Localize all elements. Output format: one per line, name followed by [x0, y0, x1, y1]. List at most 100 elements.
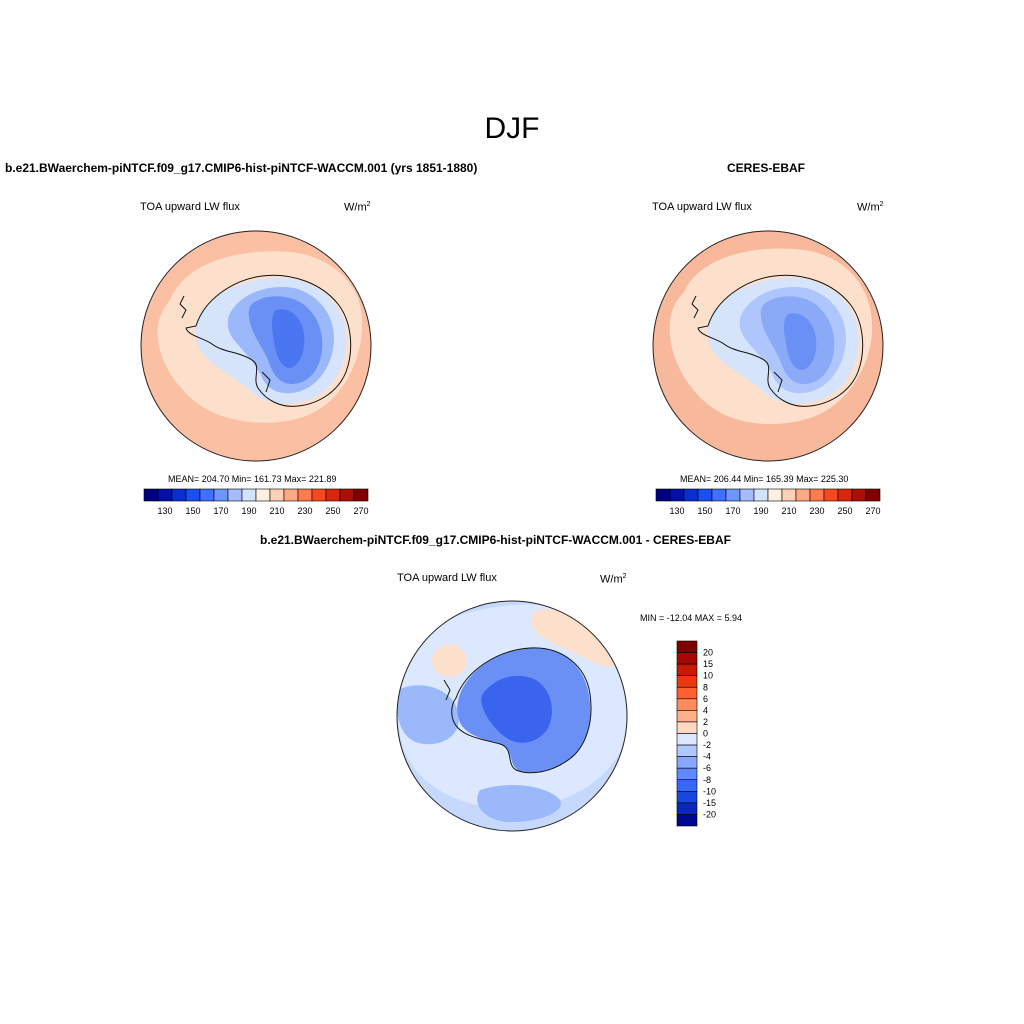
- colorbar-model-swatch: [353, 488, 369, 502]
- colorbar-obs-swatch: [795, 488, 811, 502]
- colorbar-obs-swatch: [669, 488, 685, 502]
- colorbar-obs-tick-label: 230: [809, 506, 824, 516]
- colorbar-diff-swatch: [676, 791, 698, 804]
- colorbar-model-swatch: [185, 488, 201, 502]
- colorbar-obs-swatch: [753, 488, 769, 502]
- colorbar-diff-tick-label: 10: [703, 671, 713, 681]
- colorbar-diff-tick-label: -2: [703, 740, 711, 750]
- colorbar-obs: 130 150 170 190 210 230 250 270: [655, 488, 881, 516]
- colorbar-diff-tick-label: -8: [703, 775, 711, 785]
- colorbar-model-swatch: [325, 488, 341, 502]
- colorbar-diff-swatch: [676, 802, 698, 815]
- panel-diff-units: W/m2: [600, 573, 627, 586]
- panel-diff-title: b.e21.BWaerchem-piNTCF.f09_g17.CMIP6-his…: [260, 533, 731, 547]
- map-model-boundary: [140, 230, 372, 462]
- colorbar-model-swatch: [311, 488, 327, 502]
- colorbar-obs-tick-label: 250: [837, 506, 852, 516]
- colorbar-obs-swatch: [781, 488, 797, 502]
- colorbar-diff-swatch: [676, 652, 698, 665]
- panel-obs-stats: MEAN= 206.44 Min= 165.39 Max= 225.30: [680, 474, 849, 484]
- colorbar-diff-tick-label: 15: [703, 659, 713, 669]
- map-diff-cool-patch-1: [397, 685, 459, 745]
- panel-diff-variable-label: TOA upward LW flux: [397, 572, 497, 584]
- colorbar-model-swatch: [241, 488, 257, 502]
- colorbar-diff-tick-label: 2: [703, 717, 708, 727]
- colorbar-obs-tick-label: 130: [669, 506, 684, 516]
- colorbar-obs-swatch: [767, 488, 783, 502]
- colorbar-obs-tick-label: 190: [753, 506, 768, 516]
- panel-model-variable-label: TOA upward LW flux: [140, 201, 240, 213]
- colorbar-diff-tick-label: 4: [703, 705, 708, 715]
- colorbar-model-tick-label: 170: [213, 506, 228, 516]
- map-diff-cool-patch-2: [477, 785, 561, 822]
- colorbar-model-swatch: [227, 488, 243, 502]
- colorbar-model-swatch: [339, 488, 355, 502]
- map-obs: [652, 230, 884, 462]
- map-obs-boundary: [652, 230, 884, 462]
- colorbar-diff-swatch: [676, 710, 698, 723]
- colorbar-diff-swatch: [676, 663, 698, 676]
- map-diff-warm-patch-2: [431, 644, 467, 677]
- map-diff-antarctica-core: [481, 675, 552, 743]
- colorbar-obs-swatch: [823, 488, 839, 502]
- colorbar-model-tick-label: 130: [157, 506, 172, 516]
- map-diff-boundary: [396, 600, 628, 832]
- colorbar-model-swatch: [283, 488, 299, 502]
- colorbar-model-swatch: [143, 488, 159, 502]
- colorbar-obs-tick-label: 270: [865, 506, 880, 516]
- colorbar-diff-tick-label: -10: [703, 786, 716, 796]
- colorbar-model: 130 150 170 190 210 230 250 270: [143, 488, 369, 516]
- panel-model-stats: MEAN= 204.70 Min= 161.73 Max= 221.89: [168, 474, 337, 484]
- colorbar-obs-swatch: [655, 488, 671, 502]
- colorbar-model-tick-label: 210: [269, 506, 284, 516]
- colorbar-diff-tick-label: -6: [703, 763, 711, 773]
- colorbar-diff-tick-label: 6: [703, 694, 708, 704]
- map-obs-coastline: [691, 274, 864, 407]
- colorbar-obs-swatch: [711, 488, 727, 502]
- colorbar-model-swatch: [171, 488, 187, 502]
- colorbar-diff-tick-label: -15: [703, 798, 716, 808]
- colorbar-diff-tick-label: -4: [703, 752, 711, 762]
- colorbar-diff-swatch: [676, 779, 698, 792]
- colorbar-diff-swatch: [676, 675, 698, 688]
- map-model-coastline: [179, 274, 352, 407]
- panel-obs-units: W/m2: [857, 201, 884, 214]
- colorbar-diff-swatch: [676, 686, 698, 700]
- map-model-interior-min: [272, 309, 305, 368]
- colorbar-model-swatch: [297, 488, 313, 502]
- colorbar-model-swatch: [269, 488, 285, 502]
- panel-obs-variable-label: TOA upward LW flux: [652, 201, 752, 213]
- colorbar-obs-swatch: [809, 488, 825, 502]
- colorbar-model-tick-label: 150: [185, 506, 200, 516]
- colorbar-model-tick-label: 230: [297, 506, 312, 516]
- colorbar-obs-swatch: [865, 488, 881, 502]
- colorbar-obs-tick-label: 150: [697, 506, 712, 516]
- colorbar-obs-tick-label: 210: [781, 506, 796, 516]
- colorbar-diff-swatch: [676, 767, 698, 781]
- colorbar-model-tick-label: 250: [325, 506, 340, 516]
- colorbar-model-swatch: [157, 488, 173, 502]
- colorbar-model-swatch: [255, 488, 271, 502]
- colorbar-obs-swatch: [725, 488, 741, 502]
- colorbar-diff-swatch: [676, 744, 698, 757]
- colorbar-obs-swatch: [739, 488, 755, 502]
- colorbar-diff-swatch: [676, 721, 698, 734]
- colorbar-obs-swatch: [683, 488, 699, 502]
- colorbar-diff-swatch: [676, 814, 698, 827]
- colorbar-model-tick-label: 270: [353, 506, 368, 516]
- panel-model-title: b.e21.BWaerchem-piNTCF.f09_g17.CMIP6-his…: [5, 161, 478, 175]
- colorbar-obs-swatch: [837, 488, 853, 502]
- colorbar-diff-swatch: [676, 698, 698, 711]
- colorbar-diff-tick-label: 0: [703, 729, 708, 739]
- figure-title: DJF: [484, 112, 540, 145]
- map-diff: [396, 600, 628, 832]
- panel-model-units: W/m2: [344, 201, 371, 214]
- colorbar-model-swatch: [213, 488, 229, 502]
- map-diff-coastline: [443, 647, 592, 774]
- colorbar-diff-tick-label: -20: [703, 809, 716, 819]
- colorbar-model-tick-label: 190: [241, 506, 256, 516]
- panel-diff-stats: MIN = -12.04 MAX = 5.94: [640, 613, 743, 623]
- colorbar-obs-tick-label: 170: [725, 506, 740, 516]
- colorbar-diff-swatch: [676, 640, 698, 653]
